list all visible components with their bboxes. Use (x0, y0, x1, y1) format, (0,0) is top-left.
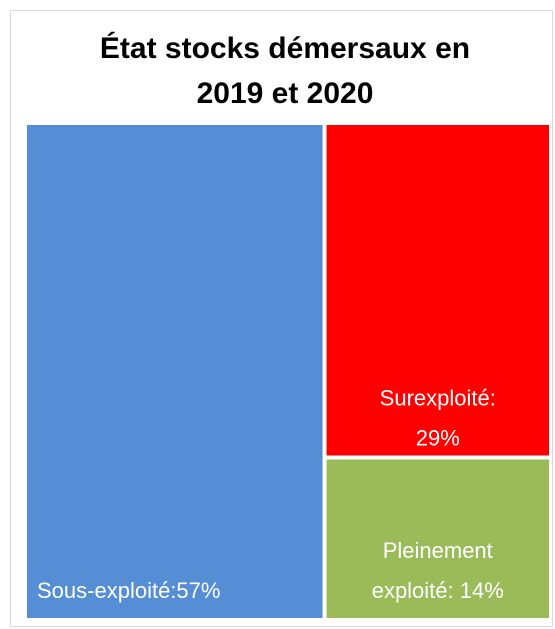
cell-category: Surexploité: (380, 385, 496, 410)
chart-title: État stocks démersaux en (100, 31, 470, 65)
treemap-cell (27, 125, 323, 618)
cell-value: 14% (460, 578, 504, 603)
cell-value: 29% (416, 425, 460, 450)
cell-category: Sous-exploité: (37, 578, 176, 603)
chart-title: 2019 et 2020 (197, 77, 374, 110)
cell-label: Sous-exploité:57% (37, 578, 220, 603)
treemap-cell (326, 459, 549, 618)
cell-category: exploité: (372, 578, 460, 603)
cell-category: Pleinement (383, 538, 493, 563)
cell-label: 29% (416, 425, 460, 450)
cell-label: exploité: 14% (372, 578, 504, 603)
cell-value: 57% (176, 578, 220, 603)
treemap-cell (326, 125, 549, 456)
cell-label: Pleinement (383, 538, 493, 563)
cell-label: Surexploité: (380, 385, 496, 410)
